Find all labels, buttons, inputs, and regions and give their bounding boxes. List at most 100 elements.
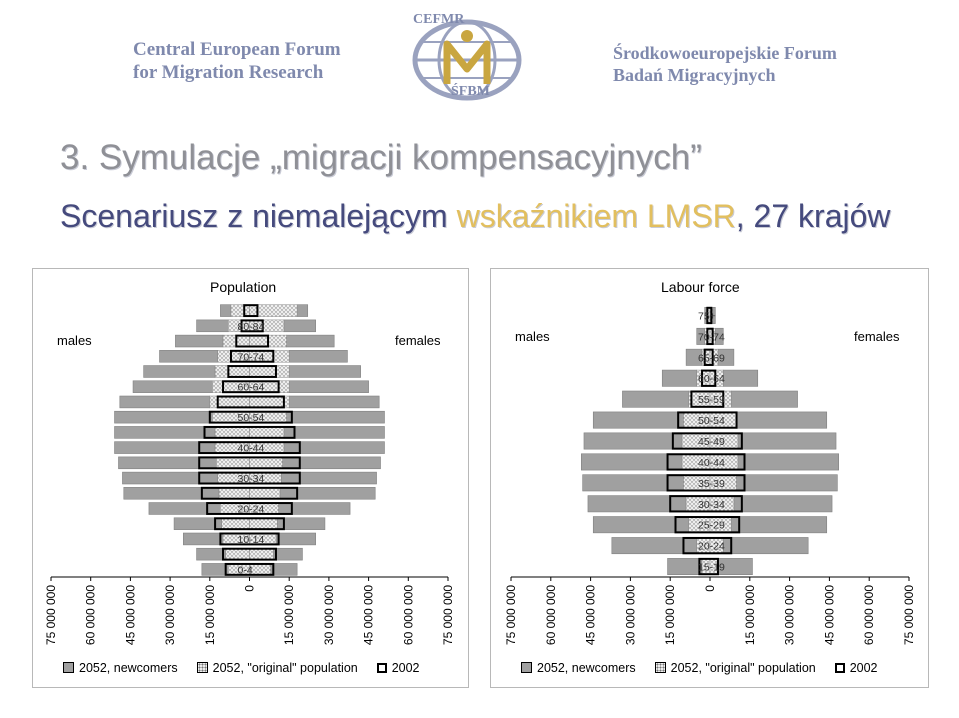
bar-newcomers-male: [175, 334, 224, 348]
bar-original-female: [249, 547, 274, 561]
bar-2002-outline: [216, 395, 285, 409]
age-group-75+: [704, 306, 716, 325]
bar-2002-outline: [214, 517, 285, 531]
age-label: 25-29: [698, 520, 725, 532]
bar-2002-outline: [222, 547, 277, 561]
age-group-20-24: [611, 536, 809, 555]
org-left-line2: for Migration Research: [133, 62, 324, 83]
x-tick-label: 15 000 000: [743, 585, 757, 645]
bar-newcomers-female: [730, 390, 798, 408]
bar-original-female: [249, 365, 290, 378]
age-label: 65-69: [698, 352, 725, 364]
age-label: 50-54: [698, 415, 725, 427]
age-label: 60-64: [238, 382, 265, 394]
age-group-35-39: [582, 474, 838, 492]
bar-newcomers-male: [220, 304, 232, 317]
bar-newcomers-male: [196, 319, 229, 333]
legend-label-newcomers: 2052, newcomers: [537, 660, 636, 675]
bar-newcomers-male: [148, 502, 221, 515]
x-tick-label: 30 000 000: [322, 585, 336, 645]
bar-newcomers-female: [722, 537, 809, 555]
x-tick-label: 75 000 000: [44, 585, 58, 645]
bar-original-female: [249, 319, 285, 333]
x-tick-label: 75 000 000: [902, 585, 916, 645]
bar-newcomers-male: [118, 456, 217, 470]
age-label: 20-24: [238, 504, 265, 516]
bar-newcomers-female: [722, 369, 759, 387]
bar-original-male: [216, 456, 250, 470]
males-label: males: [57, 333, 92, 348]
bar-newcomers-male: [122, 471, 219, 485]
bar-newcomers-male: [661, 369, 698, 387]
age-group-25-29: [123, 486, 376, 500]
subtitle-part1: Scenariusz z niemalejącym: [60, 198, 457, 234]
age-label: 70-74: [238, 351, 265, 363]
bar-original-male: [230, 304, 250, 317]
chart-title: Labour force: [661, 279, 740, 295]
age-label: 50-54: [238, 412, 265, 424]
age-group-50-54: [114, 410, 385, 424]
bar-newcomers-female: [736, 474, 838, 492]
age-label: 75+: [698, 310, 716, 322]
bar-newcomers-female: [283, 426, 385, 439]
bar-2002-outline: [706, 306, 713, 325]
bar-original-female: [249, 426, 285, 439]
age-label: 70-74: [698, 331, 725, 343]
x-tick-label: 75 000 000: [504, 585, 518, 645]
age-group-30-34: [122, 471, 377, 485]
bar-2002-outline: [671, 432, 743, 450]
x-tick-label: 0: [243, 585, 257, 592]
x-tick-label: 30 000 000: [783, 585, 797, 645]
bar-2002-outline: [198, 456, 301, 470]
chart-title: Population: [210, 279, 277, 295]
bar-2002-outline: [666, 474, 746, 492]
bar-newcomers-female: [288, 365, 361, 378]
legend: 2052, newcomers 2052, "original" populat…: [521, 660, 878, 675]
age-group-20-24: [148, 502, 351, 515]
bar-newcomers-female: [270, 563, 298, 576]
bar-newcomers-male: [622, 390, 690, 408]
bar-2002-outline: [219, 532, 280, 546]
bar-newcomers-male: [114, 426, 216, 439]
logo-text-top: CEFMR: [413, 12, 465, 27]
legend-label-newcomers: 2052, newcomers: [79, 660, 178, 675]
age-group-70-74: [696, 327, 724, 346]
bar-2002-outline: [677, 411, 738, 429]
age-label: 40-44: [238, 443, 265, 455]
bar-newcomers-male: [592, 411, 684, 429]
bar-original-female: [249, 517, 278, 530]
x-tick-label: 45 000 000: [822, 585, 836, 645]
bar-newcomers-female: [288, 380, 369, 393]
bar-2002-outline: [690, 390, 725, 408]
x-tick-label: 15 000 000: [282, 585, 296, 645]
age-label: 15-19: [698, 562, 725, 574]
x-tick-label: 45 000 000: [362, 585, 376, 645]
bar-2002-outline: [200, 486, 299, 500]
bar-newcomers-female: [282, 456, 381, 470]
bar-newcomers-female: [737, 453, 839, 471]
age-label: 55-59: [698, 394, 725, 406]
labour-force-chart-panel: Labour force males females 15-19 20-24 25-…: [490, 268, 929, 688]
age-label: 30-34: [238, 473, 265, 485]
age-label: 20-24: [698, 541, 725, 553]
age-group-0-4: [201, 562, 298, 576]
age-group-40-44: [581, 453, 839, 471]
bar-original-female: [709, 348, 719, 366]
legend-label-2002: 2002: [849, 660, 878, 675]
age-group-55-59: [622, 390, 798, 408]
bar-newcomers-female: [730, 516, 828, 534]
bar-2002-outline: [243, 304, 259, 318]
legend-swatch-2002: [834, 662, 845, 673]
x-tick-label: 60 000 000: [84, 585, 98, 645]
bar-newcomers-female: [288, 350, 348, 363]
bar-2002-outline: [682, 536, 733, 555]
bar-newcomers-male: [183, 532, 224, 546]
bar-newcomers-female: [737, 432, 837, 450]
bar-2002-outline: [224, 562, 275, 576]
bar-newcomers-female: [736, 411, 828, 429]
bar-newcomers-male: [583, 432, 683, 450]
x-tick-label: 60 000 000: [544, 585, 558, 645]
age-group-10-14: [183, 532, 316, 546]
bar-2002-outline: [198, 441, 301, 455]
bar-newcomers-female: [275, 532, 316, 546]
